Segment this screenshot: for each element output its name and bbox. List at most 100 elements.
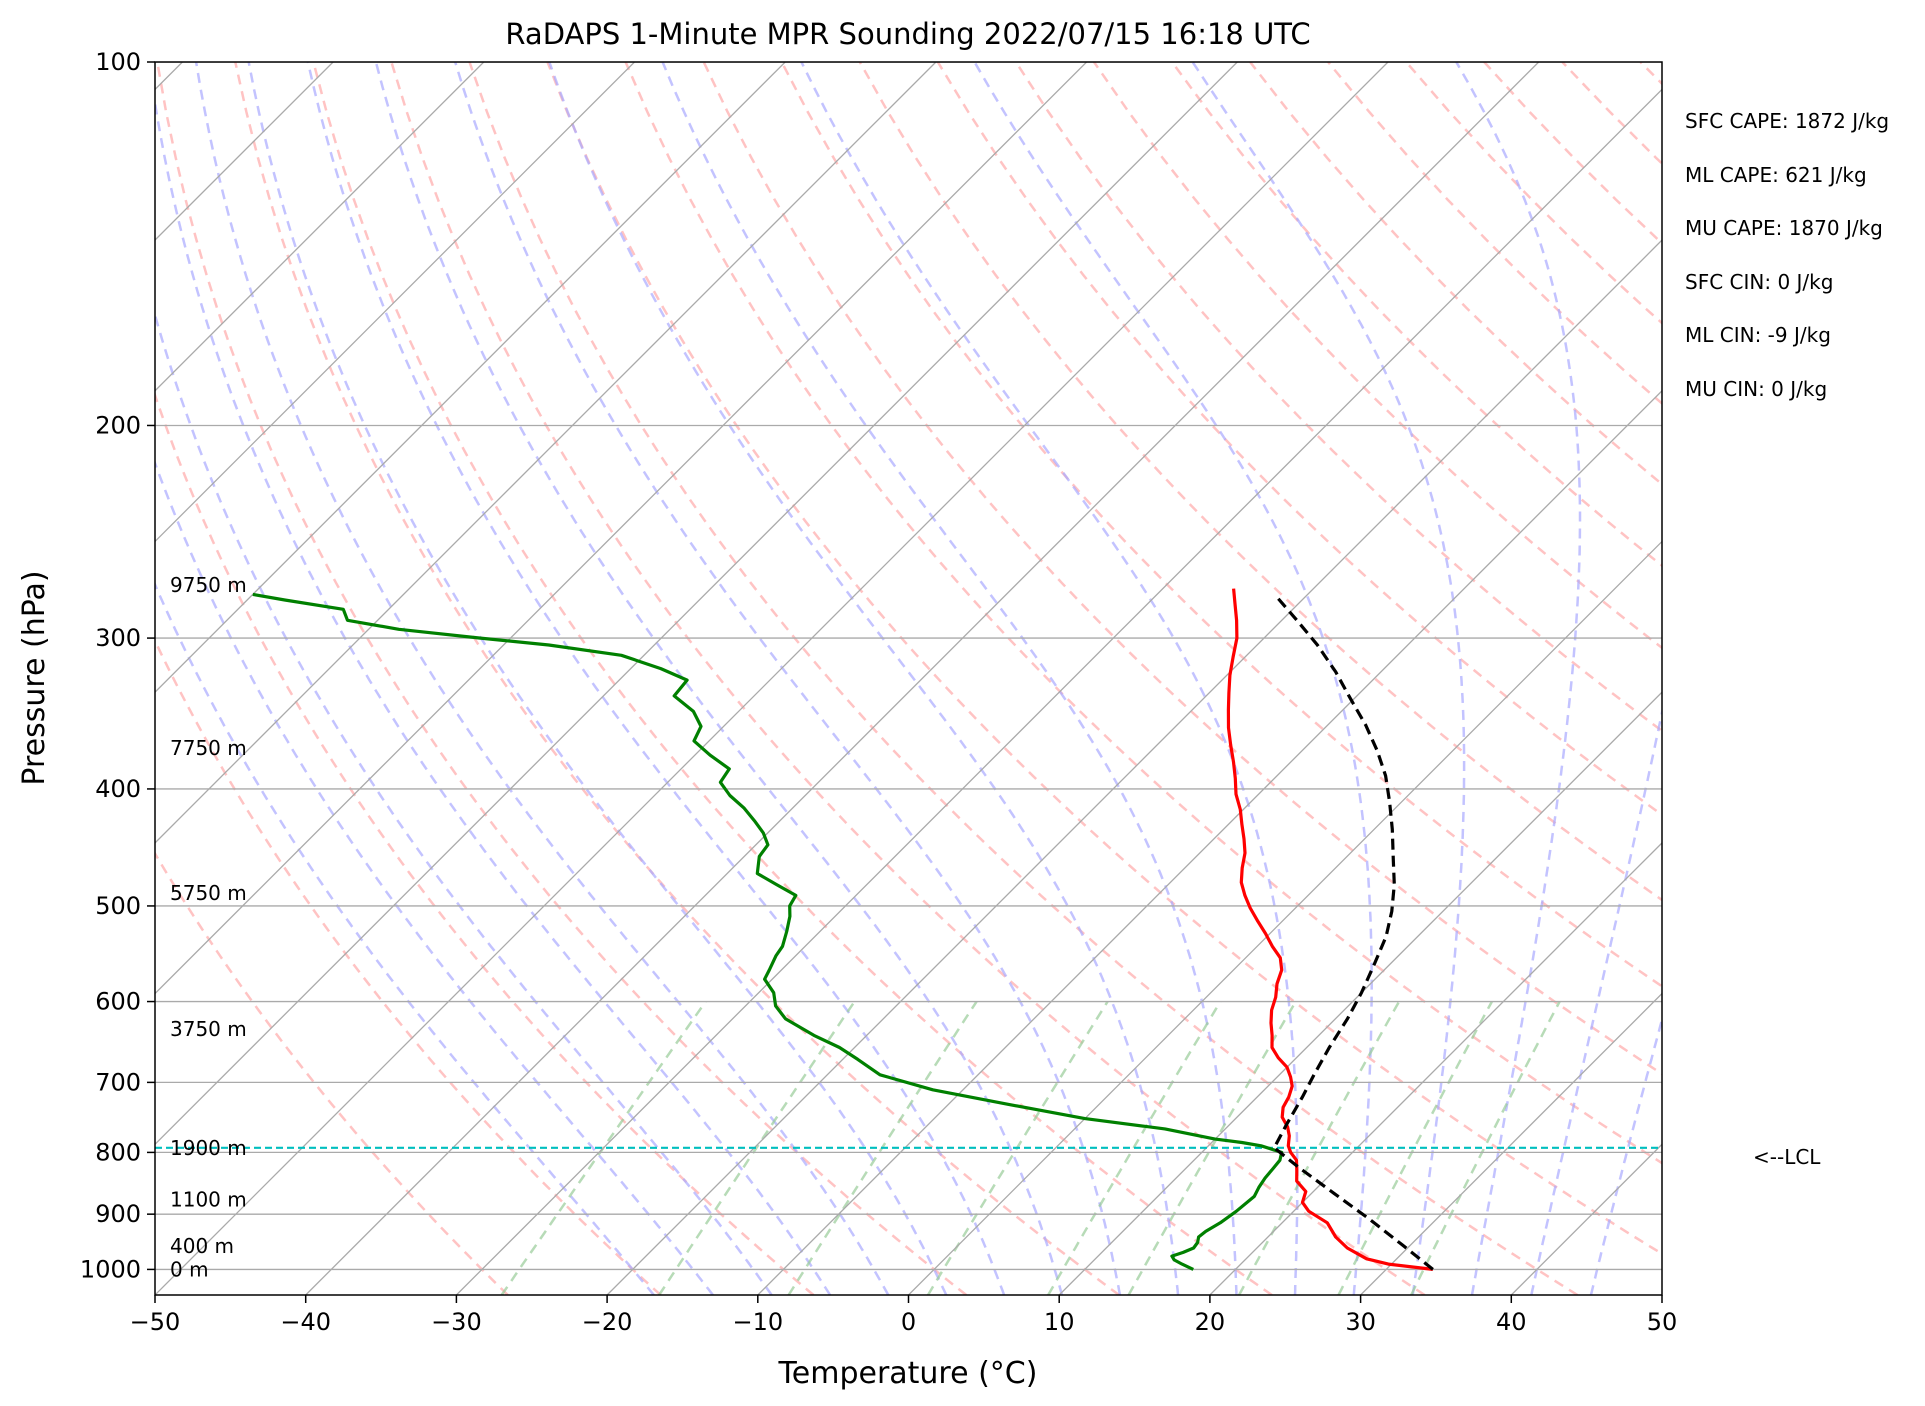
dry-adiabat bbox=[155, 391, 815, 1295]
dewpoint-line bbox=[252, 592, 1284, 1271]
y-tick-label: 900 bbox=[95, 1200, 141, 1228]
y-tick-label: 600 bbox=[95, 988, 141, 1016]
dry-adiabat bbox=[234, 62, 1120, 1295]
dry-adiabat bbox=[780, 62, 1662, 988]
mu-cin-annotation: MU CIN: 0 J/kg bbox=[1685, 377, 1827, 401]
moist-adiabat bbox=[661, 62, 1238, 1295]
y-tick-label: 800 bbox=[95, 1138, 141, 1166]
grid-layer bbox=[155, 62, 1925, 1295]
series-layer bbox=[155, 588, 1662, 1271]
plot-frame bbox=[154, 61, 1663, 1296]
x-tick-label: 20 bbox=[1195, 1308, 1226, 1336]
y-tick-label: 200 bbox=[95, 411, 141, 439]
isotherm bbox=[606, 239, 1662, 1295]
moist-adiabat bbox=[155, 310, 773, 1295]
y-axis-ticks: 100 200 300 400 500 600 700 800 900 1000 bbox=[80, 48, 155, 1283]
isotherm bbox=[155, 62, 786, 694]
isotherm bbox=[155, 62, 937, 844]
sfc-cin-annotation: SFC CIN: 0 J/kg bbox=[1685, 270, 1833, 294]
x-tick-label: −10 bbox=[732, 1308, 783, 1336]
x-axis-ticks: −50 −40 −30 −20 −10 0 10 20 30 40 50 bbox=[130, 1295, 1678, 1336]
isotherm bbox=[155, 62, 1088, 995]
moist-adiabat bbox=[1530, 706, 1662, 1295]
y-axis-label: Pressure (hPa) bbox=[17, 570, 52, 785]
height-label: 1900 m bbox=[170, 1136, 247, 1160]
sfc-cape-annotation: SFC CAPE: 1872 J/kg bbox=[1685, 109, 1889, 133]
x-tick-label: −30 bbox=[431, 1308, 482, 1336]
x-tick-label: 50 bbox=[1647, 1308, 1678, 1336]
dry-adiabat bbox=[936, 62, 1662, 817]
x-tick-label: 30 bbox=[1345, 1308, 1376, 1336]
ml-cin-annotation: ML CIN: -9 J/kg bbox=[1685, 323, 1831, 347]
moist-adiabat bbox=[155, 459, 714, 1295]
dry-adiabat bbox=[1718, 62, 1925, 1295]
dry-adiabat bbox=[1170, 62, 1662, 568]
moist-adiabat bbox=[1589, 1014, 1662, 1295]
mixing-ratio-line bbox=[658, 1000, 856, 1295]
dry-adiabat bbox=[155, 851, 509, 1295]
dry-adiabat bbox=[468, 62, 1579, 1295]
y-tick-label: 100 bbox=[95, 48, 141, 76]
dry-adiabat bbox=[390, 62, 1426, 1295]
isotherm bbox=[305, 62, 1540, 1295]
height-label: 9750 m bbox=[170, 573, 247, 597]
moist-adiabat bbox=[800, 62, 1299, 1295]
dry-adiabat bbox=[1327, 62, 1662, 406]
height-label: 3750 m bbox=[170, 1017, 247, 1041]
mixing-ratio-line bbox=[1410, 1001, 1561, 1295]
x-tick-label: −50 bbox=[130, 1308, 181, 1336]
dry-adiabat bbox=[1639, 62, 1662, 86]
isotherm bbox=[1058, 691, 1662, 1295]
isotherm bbox=[1661, 1294, 1662, 1295]
dry-adiabat bbox=[1014, 62, 1662, 733]
height-label: 0 m bbox=[170, 1257, 209, 1281]
dry-adiabat bbox=[858, 62, 1662, 902]
isotherm bbox=[1360, 992, 1662, 1295]
mixing-ratio-line bbox=[500, 1000, 707, 1295]
moist-adiabat bbox=[247, 62, 948, 1295]
dry-adiabat bbox=[624, 62, 1662, 1165]
moist-adiabat bbox=[1191, 62, 1466, 1295]
y-tick-label: 1000 bbox=[80, 1255, 141, 1283]
moist-adiabat bbox=[155, 95, 832, 1295]
moist-adiabat bbox=[194, 62, 890, 1295]
ml-cape-annotation: ML CAPE: 621 J/kg bbox=[1685, 163, 1867, 187]
dry-adiabat bbox=[702, 62, 1662, 1076]
x-tick-label: 10 bbox=[1044, 1308, 1075, 1336]
isotherm bbox=[908, 540, 1662, 1295]
height-label: 400 m bbox=[170, 1234, 234, 1258]
isotherm bbox=[155, 62, 485, 392]
dry-adiabat bbox=[1561, 62, 1662, 166]
dry-adiabat bbox=[155, 637, 662, 1295]
dry-adiabat bbox=[1405, 62, 1662, 325]
mu-cape-annotation: MU CAPE: 1870 J/kg bbox=[1685, 216, 1883, 240]
moist-adiabat bbox=[155, 581, 655, 1295]
isotherm bbox=[155, 62, 635, 543]
x-tick-label: −20 bbox=[582, 1308, 633, 1336]
dry-adiabat bbox=[1249, 62, 1662, 486]
height-label: 5750 m bbox=[170, 881, 247, 905]
y-tick-label: 500 bbox=[95, 892, 141, 920]
y-tick-label: 700 bbox=[95, 1068, 141, 1096]
moist-adiabat bbox=[973, 62, 1373, 1295]
mixing-ratio-line bbox=[1127, 1000, 1297, 1295]
stats-annotations: SFC CAPE: 1872 J/kg ML CAPE: 621 J/kg MU… bbox=[1685, 109, 1889, 401]
moist-adiabat bbox=[454, 62, 1122, 1295]
height-label: 7750 m bbox=[170, 736, 247, 760]
mixing-ratio-line bbox=[1238, 1000, 1401, 1295]
mixing-ratio-line bbox=[787, 1000, 978, 1295]
y-tick-label: 400 bbox=[95, 775, 141, 803]
dry-adiabat bbox=[1092, 62, 1662, 650]
moist-adiabat bbox=[1455, 62, 1582, 1295]
x-axis-label: Temperature (°C) bbox=[778, 1356, 1038, 1391]
isotherm bbox=[1209, 841, 1662, 1295]
temperature-line bbox=[1226, 588, 1434, 1271]
dry-adiabat bbox=[546, 62, 1662, 1256]
x-tick-label: 0 bbox=[901, 1308, 916, 1336]
y-tick-label: 300 bbox=[95, 624, 141, 652]
height-label: 1100 m bbox=[170, 1187, 247, 1211]
isotherm bbox=[455, 88, 1662, 1295]
moist-adiabat bbox=[306, 62, 1006, 1295]
lcl-label: <--LCL bbox=[1753, 1145, 1821, 1169]
